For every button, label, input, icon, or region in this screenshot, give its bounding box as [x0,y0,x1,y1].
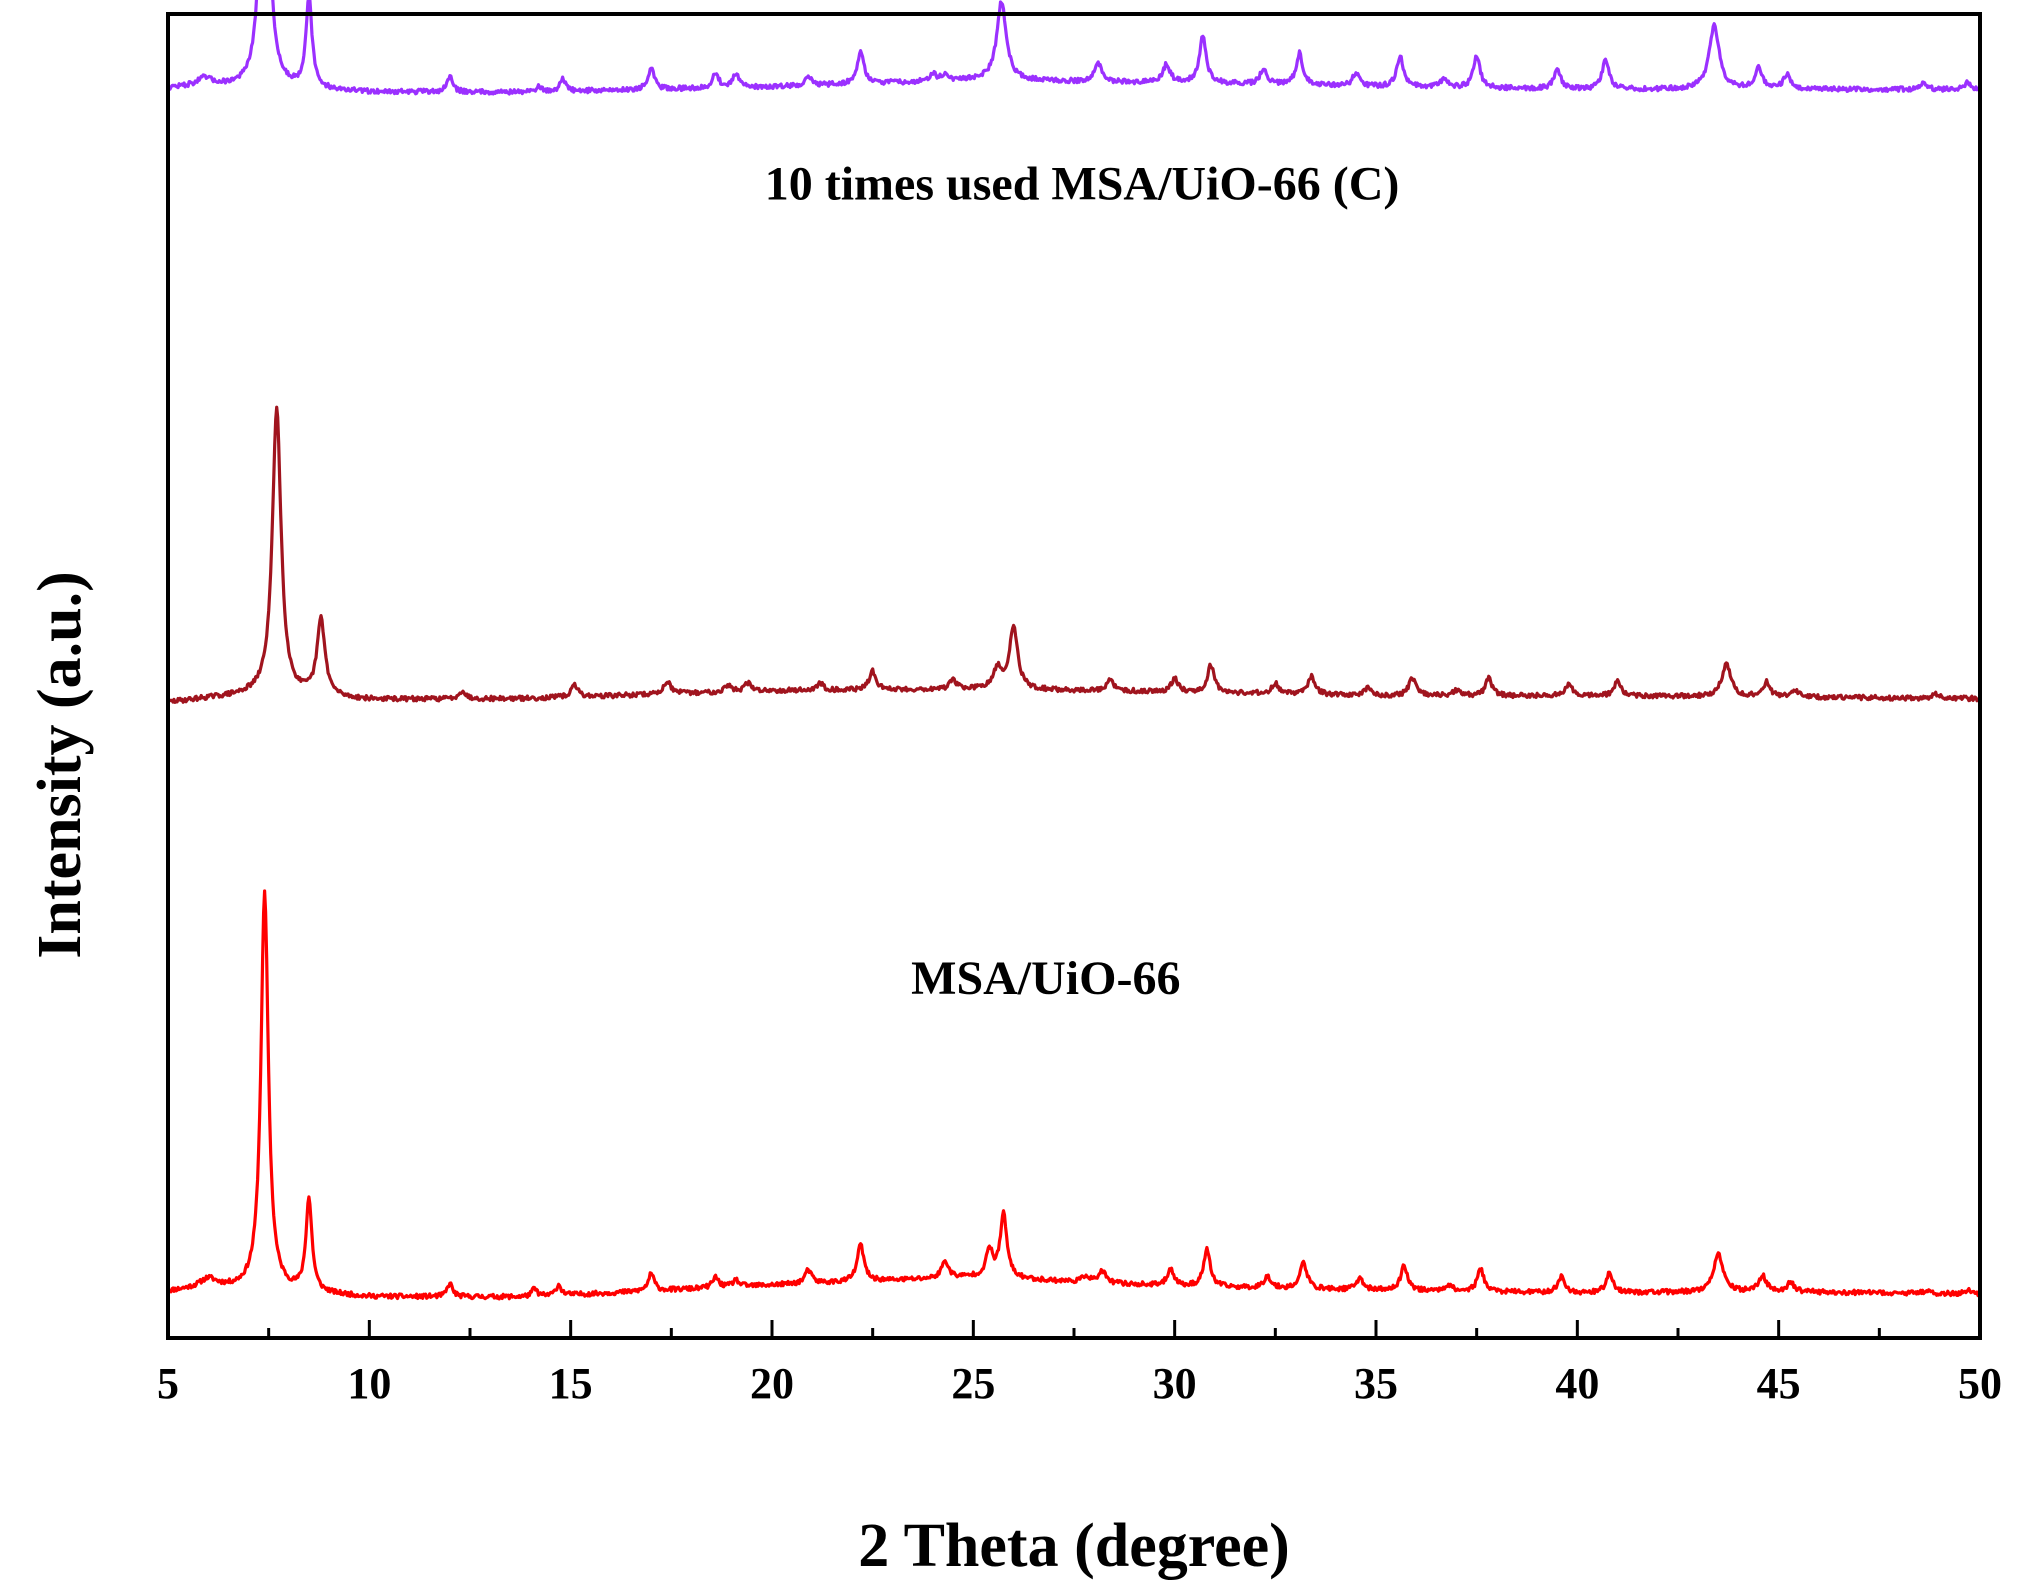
x-tick-label: 45 [1757,1359,1801,1408]
series-label-2: 10 times used MSA/UiO-66 (C) [765,157,1400,210]
x-tick-label: 25 [951,1359,995,1408]
x-ticks: 5 10 15 20 25 30 35 40 45 50 [157,1320,2002,1408]
x-tick-label: 30 [1153,1359,1197,1408]
x-tick-label: 10 [347,1359,391,1408]
plot-frame [166,12,1982,1340]
series-line-2 [166,405,1982,705]
x-axis-title: 2 Theta (degree) [858,1512,1290,1580]
x-tick-label: 40 [1555,1359,1599,1408]
x-tick-label: 50 [1958,1359,2002,1408]
x-tick-label: 20 [750,1359,794,1408]
traces [166,0,1982,1301]
series-label-3: MSA/UiO-66 [911,952,1180,1005]
series-line-1 [166,889,1982,1301]
x-tick-label: 35 [1354,1359,1398,1408]
x-tick-label: 5 [157,1359,179,1408]
series-line-3 [166,0,1982,96]
x-tick-label: 15 [549,1359,593,1408]
y-axis-title: Intensity (a.u.) [26,571,94,959]
annotations: 10 times used MSA/UiO-66 (D)10 times use… [765,157,1400,1005]
